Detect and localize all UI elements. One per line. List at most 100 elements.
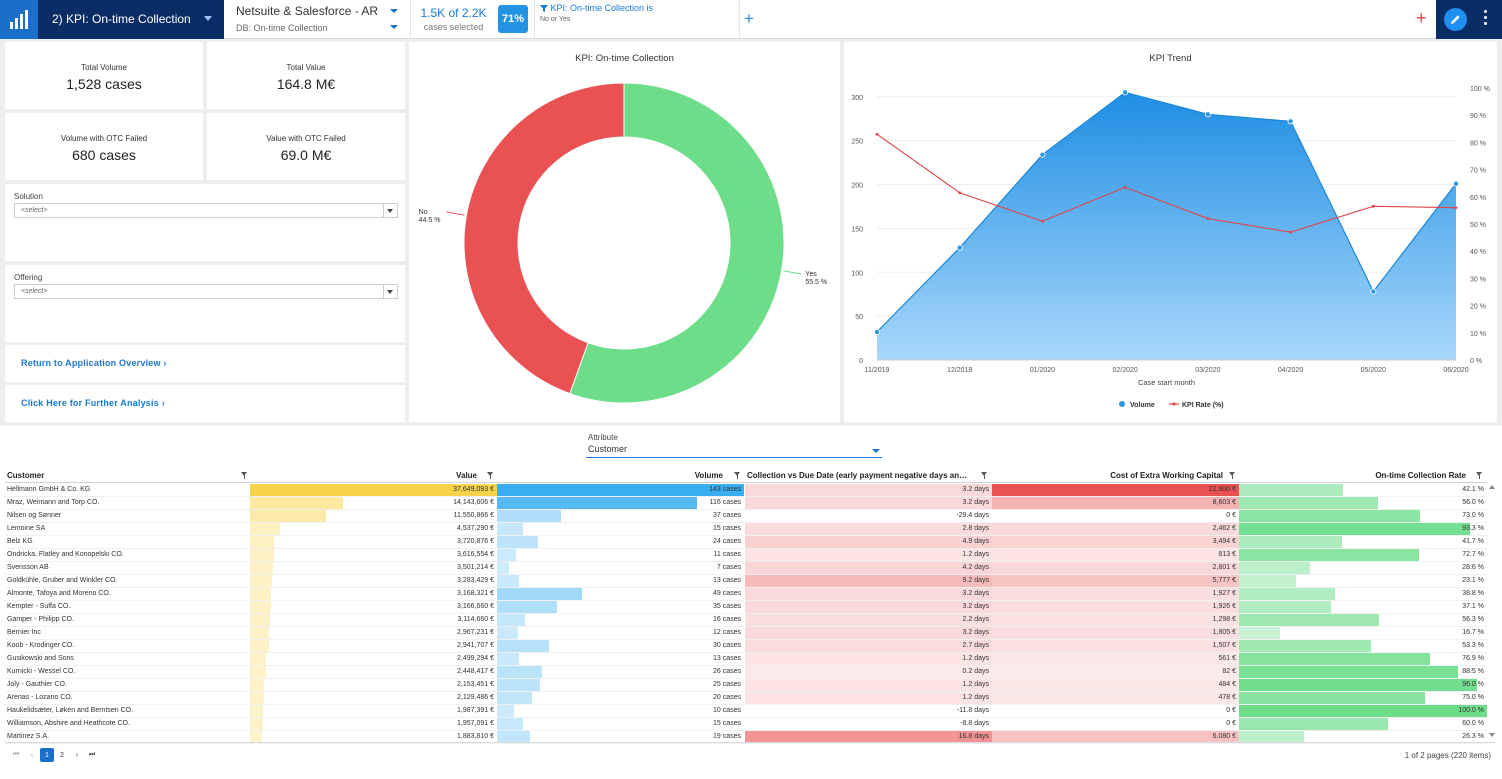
table-row[interactable]: Mraz, Weimann and Torp CO. 14,143,606 € 11… [5,497,1487,510]
filter-icon[interactable] [734,472,741,480]
cell-text-value: 2,967,231 € [457,629,494,636]
trend-title: KPI Trend [1149,53,1192,64]
table-row[interactable]: Arenas - Lozano CO. 2,129,486 € 20 cases 1.… [5,692,1487,705]
column-header-value[interactable]: Value [456,471,477,480]
volume-point[interactable] [873,328,880,335]
cell-text-days: 9.2 days [962,577,989,584]
more-menu-button[interactable] [1480,10,1490,30]
chevron-down-icon [383,204,397,217]
volume-point[interactable] [1370,288,1377,295]
scroll-down-icon[interactable] [1489,733,1495,737]
column-header-cost[interactable]: Cost of Extra Working Capital [1110,471,1223,480]
return-link-label: Return to Application Overview [21,358,161,368]
column-header-rate[interactable]: On-time Collection Rate [1375,471,1466,480]
table-row[interactable]: Kempter - Suffa CO. 3,166,660 € 35 cases 3.… [5,601,1487,614]
bar-cost [992,536,1239,548]
cell-days: 1.2 days [745,692,992,704]
offering-select[interactable]: <select> [14,284,398,299]
cell-days: 1.2 days [745,549,992,561]
bar-cost [992,692,1239,704]
active-filter-chip[interactable]: KPI: On-time Collection is No or Yes [534,0,740,39]
page-2-button[interactable]: 2 [60,751,64,759]
legend-kpi-label[interactable]: KPI Rate (%) [1182,402,1224,409]
kpi-rate-point[interactable] [1289,230,1292,234]
table-row[interactable]: Nilsen og Sønner 11,550,866 € 37 cases -29.… [5,510,1487,523]
table-row[interactable]: Lemoine SA 4,537,290 € 15 cases 2.8 days 2,4… [5,523,1487,536]
volume-point[interactable] [1287,118,1294,125]
bar-volume [497,679,541,691]
kpi-rate-point[interactable] [1371,204,1375,208]
filter-icon[interactable] [1229,472,1236,480]
attribute-select[interactable]: Customer [586,444,882,458]
cases-selected-indicator[interactable]: 1.5K of 2.2K cases selected [410,0,496,39]
x-tick-label: 01/2020 [1030,367,1055,374]
table-row[interactable]: Joly - Gauthier CO. 2,153,451 € 25 cases 1.… [5,679,1487,692]
volume-point[interactable] [1204,111,1211,118]
table-row[interactable]: Almonte, Tafoya and Moreno CO. 3,168,321 … [5,588,1487,601]
cell-text-volume: 35 cases [712,603,741,610]
table-row[interactable]: Haukelidsæter, Løken and Berntsen CO. 1,9… [5,705,1487,718]
filter-icon[interactable] [241,472,248,480]
add-filter-button[interactable]: + [744,9,754,28]
cell-customer: Kempter - Suffa CO. [7,603,71,610]
kpi-rate-point[interactable] [1454,206,1458,210]
further-analysis-link[interactable]: Click Here for Further Analysis › [21,398,165,408]
table-row[interactable]: Kurnicki - Wessel CO. 2,448,417 € 26 cases… [5,666,1487,679]
prev-page-button[interactable]: ‹ [30,751,34,759]
cell-cost: 561 € [992,653,1239,665]
sheet-selector[interactable]: 2) KPI: On-time Collection [38,0,224,39]
table-row[interactable]: Ondricka, Flatley and Konopelski CO. 3,61… [5,549,1487,562]
kpi-rate-point[interactable] [1041,219,1044,223]
bar-cost [992,562,1239,574]
legend-volume-label[interactable]: Volume [1130,402,1155,409]
app-selector[interactable]: Netsuite & Salesforce - AR DB: On-time C… [226,0,406,39]
kpi-rate-point[interactable] [1123,185,1127,189]
table-row[interactable]: Goldkühle, Gruber and Winkler CO. 3,283,4… [5,575,1487,588]
kpi-rate-point[interactable] [1206,217,1210,220]
volume-point[interactable] [1039,151,1046,158]
last-page-button[interactable]: ⏭ [88,751,96,758]
volume-point[interactable] [1453,180,1460,187]
add-sheet-button[interactable]: + [1416,8,1427,28]
kpi-rate-point[interactable] [875,132,879,136]
y-right-tick-label: 40 % [1470,249,1486,256]
donut-slice-yes[interactable] [569,82,785,404]
volume-point[interactable] [956,244,963,251]
bar-cost [992,666,1239,678]
table-row[interactable]: Bernier Inc 2,967,231 € 12 cases 3.2 days 1,… [5,627,1487,640]
return-to-overview-link[interactable]: Return to Application Overview › [21,358,167,368]
table-row[interactable]: Koob - Krodinger CO. 2,941,707 € 30 cases 2… [5,640,1487,653]
volume-point[interactable] [1122,89,1129,96]
donut-title: KPI: On-time Collection [575,53,674,64]
cell-text-rate: 75.0 % [1462,694,1484,701]
table-row[interactable]: Svensson AB 3,501,214 € 7 cases 4.2 days 2,8… [5,562,1487,575]
solution-select[interactable]: <select> [14,203,398,218]
table-row[interactable]: Martinez S.A. 1,883,810 € 19 cases 16.8 day… [5,731,1487,744]
app-logo-icon[interactable] [0,0,38,39]
table-row[interactable]: Gamper - Philipp CO. 3,114,660 € 16 cases 2… [5,614,1487,627]
column-header-volume[interactable]: Volume [694,471,723,480]
table-scrollbar[interactable] [1487,483,1497,739]
table-row[interactable]: Williamson, Abshire and Heathcote CO. 1,9… [5,718,1487,731]
column-header-collection-vs-due[interactable]: Collection vs Due Date (early payment ne… [747,471,968,480]
bar-value [250,679,265,691]
page-1-button[interactable]: 1 [40,748,54,762]
scroll-up-icon[interactable] [1489,485,1495,489]
bar-value [250,731,263,743]
table-row[interactable]: Belz KG 3,720,876 € 24 cases 4.9 days 3,494 … [5,536,1487,549]
filter-icon[interactable] [981,472,988,480]
first-page-button[interactable]: ⏮ [12,751,20,758]
column-header-customer[interactable]: Customer [7,471,45,480]
donut-slice-no[interactable] [463,82,625,395]
edit-button[interactable] [1444,8,1467,31]
bar-rate [1239,562,1310,574]
table-row[interactable]: Hellmann GmbH & Co. KG 37,649,093 € 143 ca… [5,484,1487,497]
bar-volume [497,562,510,574]
filter-icon[interactable] [487,472,494,480]
table-row[interactable]: Gusikowski and Sons 2,499,294 € 13 cases 1.… [5,653,1487,666]
cell-rate: 76.9 % [1239,653,1487,665]
next-page-button[interactable]: › [75,751,79,759]
bar-cost [992,731,1239,743]
filter-icon[interactable] [1476,472,1483,480]
kpi-rate-point[interactable] [958,191,962,195]
